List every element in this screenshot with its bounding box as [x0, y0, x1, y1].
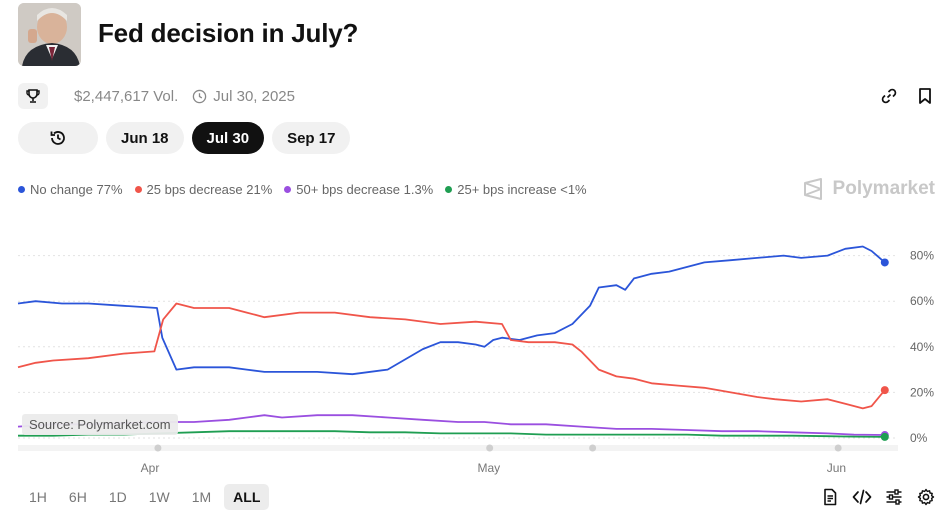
axis-marker-dot	[589, 444, 597, 452]
brand-name: Polymarket	[832, 178, 935, 199]
axis-marker-dot	[486, 444, 494, 452]
source-label: Source: Polymarket.com	[22, 414, 178, 435]
series-line	[17, 302, 886, 410]
y-tick-label: 60%	[910, 294, 934, 308]
legend-dot	[18, 186, 25, 193]
y-tick-label: 20%	[910, 385, 934, 399]
event-avatar	[18, 3, 81, 66]
range-1m[interactable]: 1M	[191, 489, 212, 505]
trophy-icon[interactable]	[18, 83, 48, 109]
tab-sep-17[interactable]: Sep 17	[272, 122, 351, 154]
price-chart[interactable]: 0% 20% 40% 60% 80% Apr May Jun	[0, 230, 949, 480]
range-6h[interactable]: 6H	[68, 489, 87, 505]
x-tick-label: Apr	[141, 461, 160, 475]
history-button[interactable]	[18, 122, 98, 154]
meta-row: $2,447,617 Vol. Jul 30, 2025	[18, 82, 295, 110]
range-1w[interactable]: 1W	[148, 489, 170, 505]
volume-label: $2,447,617 Vol.	[74, 87, 179, 105]
end-date: Jul 30, 2025	[192, 88, 295, 105]
x-tick-label: May	[477, 461, 500, 475]
x-axis-band	[18, 445, 898, 451]
y-axis-labels: 0% 20% 40% 60% 80%	[910, 249, 934, 445]
chart-actions	[820, 487, 936, 507]
end-date-label: Jul 30, 2025	[213, 87, 295, 105]
chart-baseline	[18, 444, 898, 452]
legend-item-25-bps-increase: 25+ bps increase <1%	[445, 182, 587, 197]
legend-item-no-change: No change 77%	[18, 182, 123, 197]
tab-jul-30[interactable]: Jul 30	[191, 122, 265, 154]
legend-label: 25 bps decrease 21%	[146, 182, 273, 197]
sliders-icon[interactable]	[884, 487, 904, 507]
x-axis-labels: Apr May Jun	[141, 461, 846, 475]
legend-label: No change 77%	[30, 182, 123, 197]
range-1d[interactable]: 1D	[108, 489, 127, 505]
chart-series	[17, 245, 889, 441]
clock-icon	[193, 89, 207, 103]
y-tick-label: 80%	[910, 249, 934, 263]
polymarket-logo-icon	[803, 178, 822, 200]
avatar-image	[18, 3, 81, 66]
series-end-point	[880, 432, 889, 441]
x-tick-label: Jun	[827, 461, 846, 475]
legend-item-50-bps-decrease: 50+ bps decrease 1.3%	[284, 182, 433, 197]
top-actions	[879, 86, 935, 106]
range-all[interactable]: ALL	[224, 484, 270, 510]
range-1h[interactable]: 1H	[29, 489, 47, 505]
polymarket-watermark: Polymarket	[801, 177, 935, 201]
history-icon	[50, 131, 65, 145]
document-icon[interactable]	[820, 487, 840, 507]
legend-label: 25+ bps increase <1%	[457, 182, 587, 197]
bookmark-icon[interactable]	[915, 86, 935, 106]
chart-grid	[18, 255, 898, 439]
link-icon[interactable]	[879, 86, 899, 106]
series-end-point	[880, 258, 889, 267]
axis-marker-dot	[154, 444, 162, 452]
settings-icon[interactable]	[916, 487, 936, 507]
legend-dot	[445, 186, 453, 193]
tab-jun-18[interactable]: Jun 18	[106, 122, 184, 154]
axis-marker-dot	[834, 444, 842, 452]
chart-legend: No change 77% 25 bps decrease 21% 50+ bp…	[18, 182, 587, 197]
y-tick-label: 0%	[910, 431, 928, 445]
page-title: Fed decision in July?	[98, 18, 359, 48]
legend-dot	[284, 186, 292, 193]
y-tick-label: 40%	[910, 340, 934, 354]
series-line	[17, 245, 886, 376]
embed-icon[interactable]	[852, 487, 872, 507]
legend-label: 50+ bps decrease 1.3%	[296, 182, 434, 197]
series-end-point	[880, 386, 889, 395]
legend-item-25-bps-decrease: 25 bps decrease 21%	[134, 182, 273, 197]
time-range-selector: 1H 6H 1D 1W 1M ALL	[20, 484, 270, 510]
legend-dot	[134, 186, 142, 193]
date-tabs: Jun 18 Jul 30 Sep 17	[18, 122, 351, 154]
